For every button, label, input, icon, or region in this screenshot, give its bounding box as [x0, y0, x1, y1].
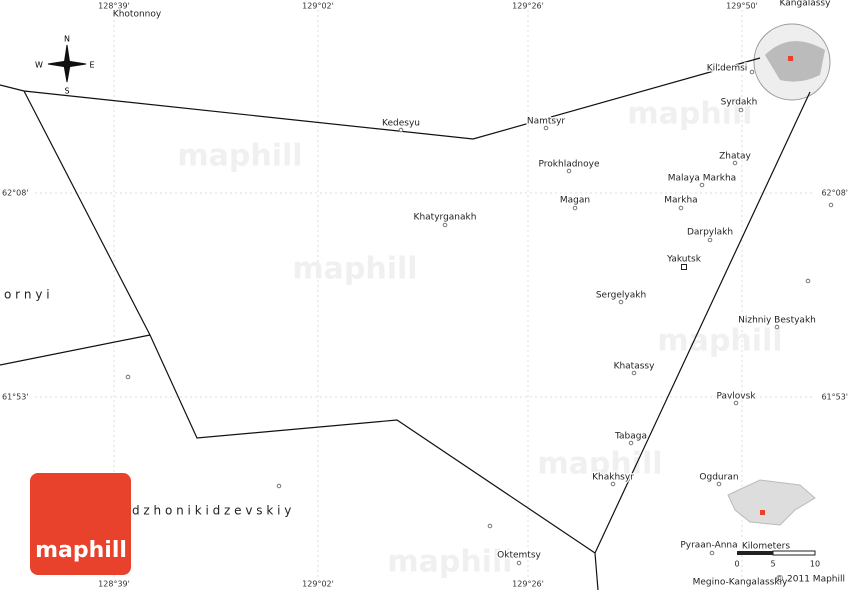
place-label: Khatassy	[614, 362, 656, 372]
place-label: Malaya Markha	[668, 174, 736, 184]
place-label: Khotonnoy	[113, 10, 162, 20]
place-dot	[125, 374, 131, 380]
scale-title: Kilometers	[742, 542, 790, 552]
place-dot	[610, 481, 616, 487]
place-dot	[709, 550, 715, 556]
place-dot	[487, 523, 493, 529]
scale-tick: 10	[810, 560, 820, 569]
place-label: Darpylakh	[687, 228, 733, 238]
logo-box	[30, 473, 131, 575]
place-label: Prokhladnoye	[539, 160, 600, 170]
watermark: maphill	[292, 252, 417, 287]
place-dot	[738, 107, 744, 113]
coord-label: 128°39'	[98, 580, 130, 589]
capital-marker	[681, 264, 687, 270]
place-dot	[805, 278, 811, 284]
place-label: Kil'demsi	[707, 64, 748, 74]
watermark: maphill	[177, 139, 302, 174]
globe	[753, 23, 831, 101]
compass-label: N	[64, 35, 70, 44]
place-label: Pyraan-Anna	[680, 541, 737, 551]
place-label: Megino-Kangalasskiy	[693, 578, 788, 588]
coord-label: 129°02'	[302, 580, 334, 589]
watermark: maphill	[657, 324, 782, 359]
scale-bar	[737, 550, 816, 556]
coord-label: 129°26'	[512, 2, 544, 11]
place-dot	[516, 560, 522, 566]
place-label: Sergelyakh	[596, 291, 646, 301]
region-label: d z h o n i k i d z e v s k i y	[132, 504, 291, 518]
place-label: Oktemtsy	[497, 551, 541, 561]
scale-tick: 5	[770, 560, 775, 569]
place-dot	[732, 160, 738, 166]
place-dot	[572, 205, 578, 211]
place-label: Zhatay	[719, 152, 751, 162]
place-dot	[828, 202, 834, 208]
place-dot	[678, 205, 684, 211]
place-dot	[631, 370, 637, 376]
place-dot	[442, 222, 448, 228]
coord-label: 129°50'	[726, 2, 758, 11]
copyright: © 2011 Maphill	[775, 575, 845, 585]
place-label: Kedesyu	[382, 119, 420, 129]
place-label: Namtsyr	[527, 117, 566, 127]
graticule	[35, 10, 815, 580]
coord-label: 129°02'	[302, 2, 334, 11]
place-label: Tabaga	[614, 432, 647, 442]
place-label: Pavlovsk	[716, 392, 756, 402]
coord-label: 61°53'	[2, 393, 29, 402]
place-dot	[543, 125, 549, 131]
place-dot	[699, 182, 705, 188]
place-dot	[628, 440, 634, 446]
watermark: maphill	[387, 545, 512, 580]
place-label: Markha	[664, 196, 697, 206]
place-dot	[716, 481, 722, 487]
boundaries	[0, 57, 811, 590]
place-label: Nizhniy Bestyakh	[738, 316, 816, 326]
place-dot	[566, 168, 572, 174]
place-dot	[749, 69, 755, 75]
compass	[47, 44, 87, 83]
place-dot	[618, 299, 624, 305]
inset-map	[727, 479, 816, 526]
scale-tick: 0	[734, 560, 739, 569]
coord-label: 62°08'	[821, 189, 848, 198]
compass-label: W	[35, 61, 43, 70]
coord-label: 61°53'	[821, 393, 848, 402]
compass-label: S	[64, 87, 69, 96]
compass-label: E	[89, 61, 94, 70]
place-label: Ogduran	[699, 473, 738, 483]
place-label: Khakhsyr	[592, 473, 634, 483]
place-dot	[774, 324, 780, 330]
region-label: o r n y i	[4, 288, 50, 302]
watermark: maphill	[627, 97, 752, 132]
place-label: Khatyrganakh	[414, 213, 477, 223]
place-label: Syrdakh	[721, 98, 758, 108]
coord-label: 62°08'	[2, 189, 29, 198]
place-label: Yakutsk	[666, 255, 702, 265]
place-dot	[398, 127, 404, 133]
place-label: Magan	[560, 196, 590, 206]
coord-label: 129°26'	[512, 580, 544, 589]
logo-text: maphill	[35, 538, 127, 563]
place-dot	[707, 237, 713, 243]
place-label: Kangalassy	[780, 0, 832, 9]
place-dot	[733, 400, 739, 406]
coord-label: 128°39'	[98, 2, 130, 11]
place-dot	[276, 483, 282, 489]
